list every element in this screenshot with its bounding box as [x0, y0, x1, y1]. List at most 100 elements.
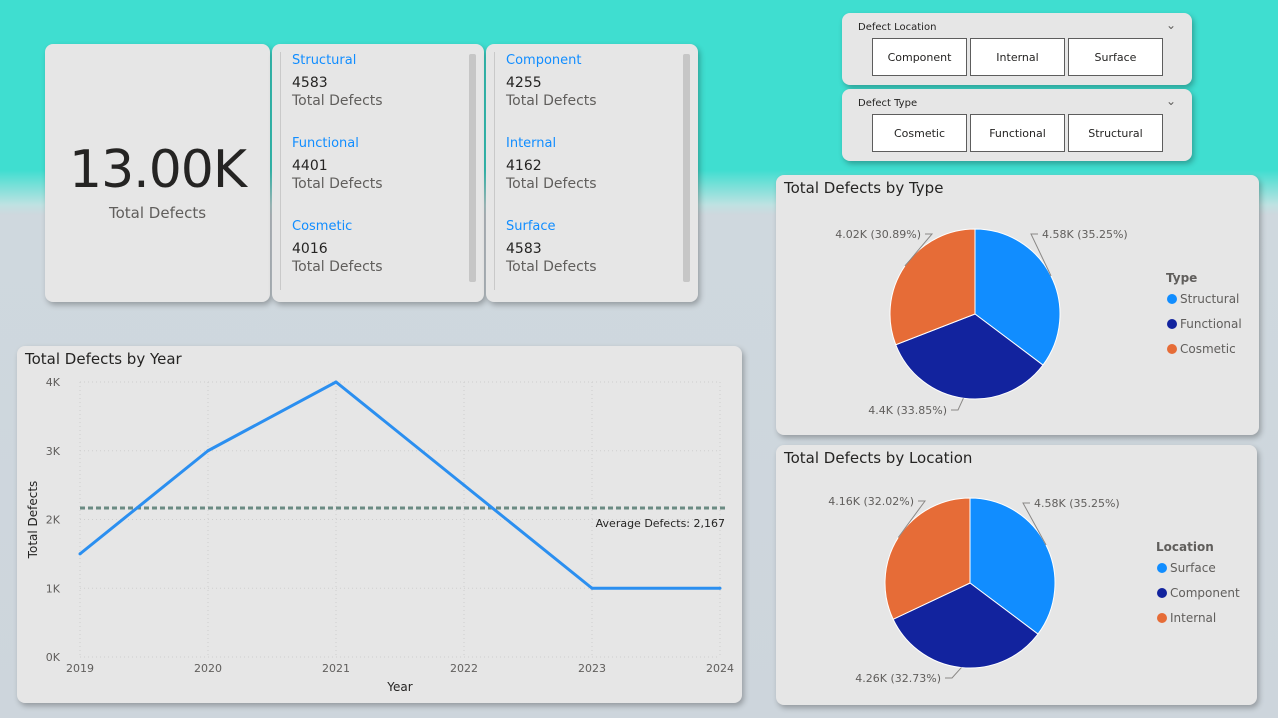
x-axis-title: Year [386, 680, 412, 694]
card-row-value: 4583 [292, 75, 328, 91]
data-label-leader [904, 233, 934, 267]
card-row-value: 4401 [292, 158, 328, 174]
scrollbar[interactable] [683, 54, 690, 282]
x-tick-label: 2020 [194, 662, 222, 675]
y-axis-title: Total Defects [26, 481, 40, 560]
slicer-title: Defect Location [858, 22, 937, 33]
pie-slice-structural [974, 228, 1061, 366]
card-row-internal: Internal 4162 Total Defects [506, 136, 597, 192]
card-row-structural: Structural 4583 Total Defects [292, 53, 383, 109]
legend-title: Location [1156, 540, 1214, 554]
x-tick-label: 2019 [66, 662, 94, 675]
defects-by-year-chart-card[interactable]: Total Defects by Year 0K 1K 2K 3K 4K 2019 2020… [17, 346, 742, 703]
pie-slice-component [892, 582, 1039, 669]
slicer-option-surface[interactable]: Surface [1068, 38, 1163, 76]
card-row-category: Functional [292, 136, 359, 151]
card-row-component: Component 4255 Total Defects [506, 53, 597, 109]
scrollbar[interactable] [469, 54, 476, 282]
x-tick-label: 2023 [578, 662, 606, 675]
card-row-label: Total Defects [506, 93, 597, 109]
y-tick-label: 2K [46, 514, 61, 527]
defects-by-location-card[interactable]: Component 4255 Total Defects Internal 41… [486, 44, 698, 302]
card-row-surface: Surface 4583 Total Defects [506, 219, 597, 275]
y-tick-label: 4K [46, 376, 61, 389]
card-row-cosmetic: Cosmetic 4016 Total Defects [292, 219, 383, 275]
legend-marker [1157, 613, 1167, 623]
chevron-down-icon[interactable]: ⌄ [1165, 18, 1176, 32]
legend-title: Type [1166, 271, 1197, 285]
x-tick-label: 2022 [450, 662, 478, 675]
slicer-option-functional[interactable]: Functional [970, 114, 1065, 152]
data-label: 4.16K (32.02%) [828, 495, 914, 508]
legend-marker [1167, 319, 1177, 329]
data-label-leader [951, 397, 964, 411]
card-row-category: Surface [506, 219, 556, 234]
legend-marker [1157, 563, 1167, 573]
data-label-leader [945, 667, 962, 679]
data-label-leader [897, 500, 926, 538]
data-label: 4.4K (33.85%) [868, 404, 947, 417]
data-point [718, 586, 722, 590]
y-tick-label: 1K [46, 582, 61, 595]
data-point [462, 483, 466, 487]
data-point [590, 586, 594, 590]
card-row-label: Total Defects [506, 176, 597, 192]
card-row-category: Cosmetic [292, 219, 353, 234]
legend-item: Component [1170, 586, 1240, 600]
legend-item: Surface [1170, 561, 1216, 575]
slicer-option-cosmetic[interactable]: Cosmetic [872, 114, 967, 152]
legend-item: Cosmetic [1180, 342, 1236, 356]
data-point [78, 552, 82, 556]
data-label: 4.26K (32.73%) [855, 672, 941, 685]
card-row-value: 4016 [292, 241, 328, 257]
card-row-label: Total Defects [292, 259, 383, 275]
chart-title: Total Defects by Location [784, 449, 973, 467]
data-label: 4.58K (35.25%) [1034, 497, 1120, 510]
data-point [334, 380, 338, 384]
row-divider [494, 52, 495, 290]
legend-marker [1157, 588, 1167, 598]
x-tick-label: 2021 [322, 662, 350, 675]
pie-chart: 4.58K (35.25%) 4.26K (32.73%) 4.16K (32.02… [828, 495, 1240, 685]
defects-by-type-pie-card[interactable]: Total Defects by Type 4.58K (35.25%) 4.4K… [776, 175, 1259, 435]
card-row-category: Internal [506, 136, 557, 151]
defects-by-type-card[interactable]: Structural 4583 Total Defects Functional… [272, 44, 484, 302]
card-row-label: Total Defects [292, 93, 383, 109]
line-chart: 0K 1K 2K 3K 4K 2019 2020 2021 2022 2023 2024 Year To… [26, 376, 734, 694]
data-label-leader [1030, 233, 1052, 277]
defect-location-slicer[interactable]: Defect Location ⌄ Component Internal Sur… [842, 13, 1192, 85]
legend-marker [1167, 294, 1177, 304]
chevron-down-icon[interactable]: ⌄ [1165, 94, 1176, 108]
data-label-leader [1022, 502, 1047, 546]
card-row-functional: Functional 4401 Total Defects [292, 136, 383, 192]
data-point [206, 449, 210, 453]
y-tick-label: 3K [46, 445, 61, 458]
card-row-value: 4162 [506, 158, 542, 174]
card-row-value: 4255 [506, 75, 542, 91]
card-row-category: Structural [292, 53, 357, 68]
total-defects-kpi-card[interactable]: 13.00K Total Defects [45, 44, 270, 302]
series-line [79, 380, 720, 590]
legend-item: Internal [1170, 611, 1216, 625]
row-divider [280, 52, 281, 290]
pie-chart: 4.58K (35.25%) 4.4K (33.85%) 4.02K (30.89%… [835, 228, 1242, 417]
card-row-label: Total Defects [292, 176, 383, 192]
defect-type-slicer[interactable]: Defect Type ⌄ Cosmetic Functional Struct… [842, 89, 1192, 161]
defects-by-location-pie-card[interactable]: Total Defects by Location 4.58K (35.25%)… [776, 445, 1257, 705]
kpi-label: Total Defects [108, 204, 207, 222]
slicer-option-structural[interactable]: Structural [1068, 114, 1163, 152]
y-tick-label: 0K [46, 651, 61, 664]
kpi-value: 13.00K [69, 140, 247, 200]
chart-title: Total Defects by Year [25, 350, 182, 368]
x-tick-label: 2024 [706, 662, 734, 675]
card-row-value: 4583 [506, 241, 542, 257]
data-label: 4.58K (35.25%) [1042, 228, 1128, 241]
legend-item: Functional [1180, 317, 1242, 331]
slicer-option-internal[interactable]: Internal [970, 38, 1065, 76]
data-label: 4.02K (30.89%) [835, 228, 921, 241]
card-row-label: Total Defects [506, 259, 597, 275]
legend-marker [1167, 344, 1177, 354]
chart-title: Total Defects by Type [784, 179, 944, 197]
card-row-category: Component [506, 53, 582, 68]
slicer-option-component[interactable]: Component [872, 38, 967, 76]
